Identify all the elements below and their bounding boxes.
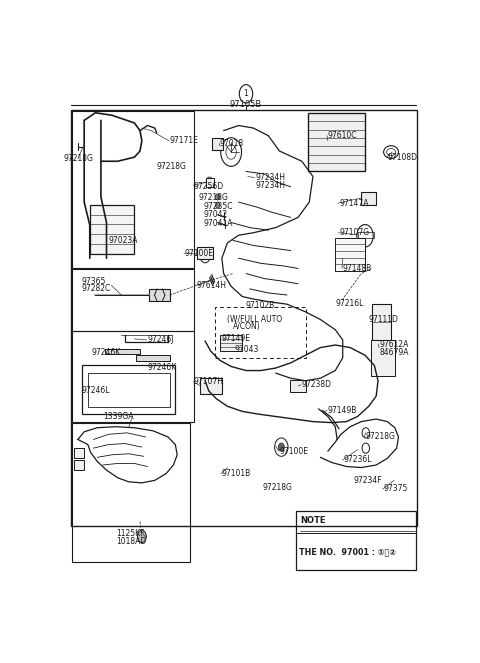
Text: 97105B: 97105B bbox=[230, 100, 262, 109]
Bar bbox=[360, 192, 376, 205]
Text: 97100E: 97100E bbox=[185, 249, 214, 258]
Text: 97216L: 97216L bbox=[335, 298, 364, 308]
Text: 97111D: 97111D bbox=[369, 315, 398, 324]
Bar bbox=[372, 304, 391, 340]
Text: 97612A: 97612A bbox=[379, 339, 408, 349]
Text: 97043: 97043 bbox=[234, 345, 258, 353]
Circle shape bbox=[240, 85, 252, 103]
Text: 97100E: 97100E bbox=[279, 447, 309, 455]
Text: 97614H: 97614H bbox=[197, 281, 227, 290]
Text: 97365: 97365 bbox=[82, 277, 106, 286]
Text: 97102B: 97102B bbox=[246, 301, 275, 310]
Text: 97218G: 97218G bbox=[156, 162, 187, 171]
Text: 1: 1 bbox=[244, 90, 248, 98]
Text: 97023A: 97023A bbox=[108, 236, 138, 245]
Text: 97238D: 97238D bbox=[302, 381, 332, 389]
Bar bbox=[290, 380, 305, 392]
Text: 97246L: 97246L bbox=[82, 387, 110, 395]
Bar bbox=[72, 422, 190, 562]
Bar bbox=[206, 178, 215, 187]
Circle shape bbox=[137, 530, 146, 542]
Text: 97148B: 97148B bbox=[343, 264, 372, 273]
Text: 97218G: 97218G bbox=[365, 432, 395, 442]
Circle shape bbox=[216, 202, 220, 208]
Text: 97246K: 97246K bbox=[92, 348, 121, 357]
Bar bbox=[220, 335, 242, 351]
Bar bbox=[371, 340, 395, 376]
Text: 97234H: 97234H bbox=[255, 173, 285, 182]
Circle shape bbox=[278, 443, 284, 452]
Text: 97108D: 97108D bbox=[387, 152, 418, 162]
Text: 97610C: 97610C bbox=[328, 131, 357, 140]
Bar bbox=[105, 349, 140, 353]
Bar bbox=[74, 448, 84, 458]
Bar bbox=[72, 269, 194, 331]
Text: 97171E: 97171E bbox=[170, 137, 199, 145]
Text: 97218G: 97218G bbox=[198, 194, 228, 202]
Text: NOTE: NOTE bbox=[300, 516, 325, 525]
Bar bbox=[136, 355, 170, 361]
Bar bbox=[212, 139, 223, 150]
Bar bbox=[71, 110, 417, 526]
Text: 97246K: 97246K bbox=[147, 363, 177, 373]
Text: 97256D: 97256D bbox=[194, 182, 224, 191]
Bar bbox=[90, 205, 134, 254]
Text: 97107H: 97107H bbox=[194, 377, 224, 387]
Text: 97041A: 97041A bbox=[203, 219, 233, 228]
Text: 97282C: 97282C bbox=[82, 284, 111, 293]
Text: A/CON): A/CON) bbox=[233, 322, 261, 331]
Bar bbox=[74, 460, 84, 470]
Text: 97235C: 97235C bbox=[203, 202, 233, 211]
Bar bbox=[82, 365, 175, 414]
Bar bbox=[216, 307, 305, 358]
Text: 1339GA: 1339GA bbox=[103, 412, 133, 421]
Text: 97107G: 97107G bbox=[339, 228, 369, 237]
Text: 97149B: 97149B bbox=[328, 406, 357, 415]
Text: 97218G: 97218G bbox=[64, 154, 94, 163]
Circle shape bbox=[216, 194, 220, 200]
Text: 1018AD: 1018AD bbox=[116, 537, 146, 546]
Bar bbox=[197, 247, 213, 259]
Text: 97234H: 97234H bbox=[255, 181, 285, 190]
Text: 97234F: 97234F bbox=[354, 476, 383, 485]
Bar bbox=[88, 373, 170, 407]
Bar bbox=[296, 511, 416, 570]
Text: 97236L: 97236L bbox=[344, 455, 372, 464]
Text: 97149E: 97149E bbox=[222, 334, 251, 343]
Text: 84679A: 84679A bbox=[379, 347, 408, 357]
Bar bbox=[72, 111, 194, 269]
Bar bbox=[72, 332, 194, 422]
Text: THE NO.  97001 : ①～②: THE NO. 97001 : ①～② bbox=[299, 547, 396, 556]
Text: 97042: 97042 bbox=[203, 210, 228, 219]
Text: (W/FULL AUTO: (W/FULL AUTO bbox=[227, 315, 282, 324]
Text: 97246J: 97246J bbox=[147, 335, 174, 344]
Bar bbox=[309, 113, 365, 172]
Bar bbox=[358, 231, 374, 238]
Bar bbox=[149, 289, 170, 301]
Text: 97147A: 97147A bbox=[339, 199, 369, 208]
Text: 97018: 97018 bbox=[220, 139, 244, 148]
Text: 1125KF: 1125KF bbox=[116, 530, 144, 538]
Bar bbox=[200, 378, 222, 394]
Text: 97218G: 97218G bbox=[263, 483, 293, 493]
Bar bbox=[335, 238, 365, 271]
Text: 97375: 97375 bbox=[384, 485, 408, 493]
Text: 97101B: 97101B bbox=[222, 469, 251, 478]
